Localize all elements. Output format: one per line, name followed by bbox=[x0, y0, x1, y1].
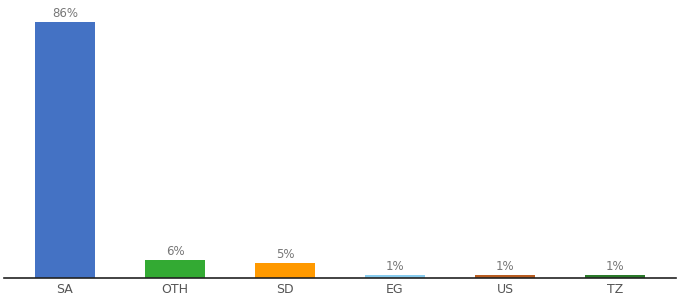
Text: 1%: 1% bbox=[386, 260, 405, 273]
Bar bbox=[475, 275, 535, 278]
Bar bbox=[585, 275, 645, 278]
Bar bbox=[255, 263, 316, 278]
Text: 86%: 86% bbox=[52, 7, 78, 20]
Bar bbox=[35, 22, 95, 278]
Bar bbox=[364, 275, 425, 278]
Bar bbox=[145, 260, 205, 278]
Text: 6%: 6% bbox=[166, 245, 184, 258]
Text: 1%: 1% bbox=[606, 260, 624, 273]
Text: 1%: 1% bbox=[496, 260, 514, 273]
Text: 5%: 5% bbox=[276, 248, 294, 261]
